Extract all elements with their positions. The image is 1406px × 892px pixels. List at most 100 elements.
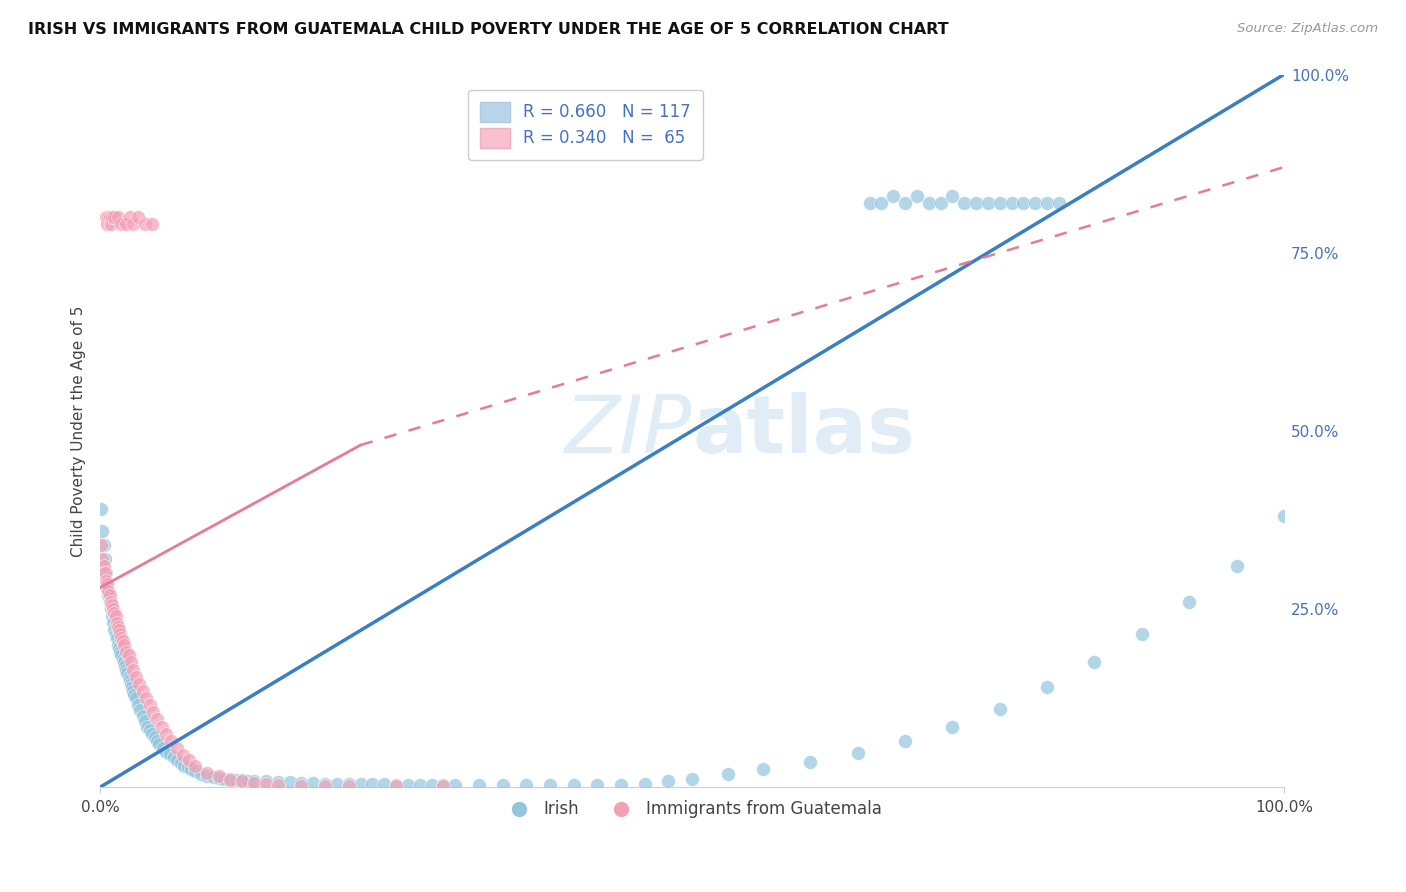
Point <box>177 753 200 767</box>
Point <box>98 588 121 602</box>
Point <box>870 195 893 210</box>
Point <box>195 769 218 783</box>
Point <box>373 777 395 791</box>
Point <box>929 195 952 210</box>
Point <box>1000 195 1022 210</box>
Point <box>91 552 114 566</box>
Point <box>1130 627 1153 641</box>
Point <box>177 760 200 774</box>
Point <box>110 645 132 659</box>
Point <box>135 691 157 706</box>
Point <box>752 763 775 777</box>
Point <box>918 195 941 210</box>
Point <box>103 210 125 224</box>
Point <box>110 627 132 641</box>
Point <box>107 210 129 224</box>
Point <box>107 638 129 652</box>
Point <box>214 772 236 786</box>
Point <box>159 747 181 762</box>
Point <box>101 599 124 613</box>
Point <box>905 188 928 202</box>
Point <box>148 738 170 752</box>
Point <box>166 741 188 756</box>
Point <box>104 627 127 641</box>
Point <box>184 759 207 773</box>
Point <box>278 775 301 789</box>
Point <box>337 779 360 793</box>
Point <box>112 656 135 670</box>
Point <box>91 524 114 538</box>
Point <box>142 706 165 720</box>
Point <box>132 684 155 698</box>
Point <box>1272 509 1295 524</box>
Point <box>432 778 454 792</box>
Point <box>97 210 120 224</box>
Point <box>538 778 561 792</box>
Point <box>152 741 174 756</box>
Point <box>111 634 134 648</box>
Point <box>101 616 124 631</box>
Point <box>953 195 976 210</box>
Point <box>90 502 112 516</box>
Point <box>93 538 115 552</box>
Point <box>302 776 325 790</box>
Point <box>94 552 117 566</box>
Point <box>515 778 537 792</box>
Point <box>254 777 277 791</box>
Point <box>117 648 139 663</box>
Point <box>169 756 191 770</box>
Point <box>100 602 122 616</box>
Point <box>120 656 142 670</box>
Point <box>634 776 657 790</box>
Point <box>349 777 371 791</box>
Point <box>127 698 149 713</box>
Point <box>385 779 408 793</box>
Point <box>243 773 266 788</box>
Point <box>96 577 118 591</box>
Point <box>491 778 513 792</box>
Point <box>122 217 145 231</box>
Point <box>98 210 121 224</box>
Point <box>110 648 132 663</box>
Point <box>988 195 1011 210</box>
Point <box>173 759 195 773</box>
Point <box>716 767 738 781</box>
Point <box>143 731 166 745</box>
Point <box>207 771 229 785</box>
Point <box>100 217 122 231</box>
Point <box>94 574 117 588</box>
Text: ZIP: ZIP <box>565 392 692 470</box>
Point <box>184 764 207 779</box>
Point <box>155 745 177 759</box>
Point <box>96 581 118 595</box>
Point <box>894 195 917 210</box>
Point <box>1012 195 1035 210</box>
Point <box>219 772 242 787</box>
Point <box>115 645 138 659</box>
Point <box>94 566 117 581</box>
Point <box>290 776 312 790</box>
Point <box>444 778 467 792</box>
Point <box>1024 195 1046 210</box>
Point <box>101 210 124 224</box>
Point <box>290 779 312 793</box>
Point <box>115 217 138 231</box>
Point <box>146 734 169 748</box>
Point <box>894 734 917 748</box>
Point <box>104 609 127 624</box>
Point <box>122 684 145 698</box>
Point <box>128 677 150 691</box>
Point <box>977 195 1000 210</box>
Point <box>219 772 242 787</box>
Point <box>107 620 129 634</box>
Point <box>988 702 1011 716</box>
Point <box>121 681 143 695</box>
Point <box>858 195 880 210</box>
Point <box>1225 559 1247 574</box>
Point <box>361 777 384 791</box>
Point <box>96 217 118 231</box>
Point <box>124 688 146 702</box>
Text: atlas: atlas <box>692 392 915 470</box>
Point <box>150 720 173 734</box>
Point <box>117 670 139 684</box>
